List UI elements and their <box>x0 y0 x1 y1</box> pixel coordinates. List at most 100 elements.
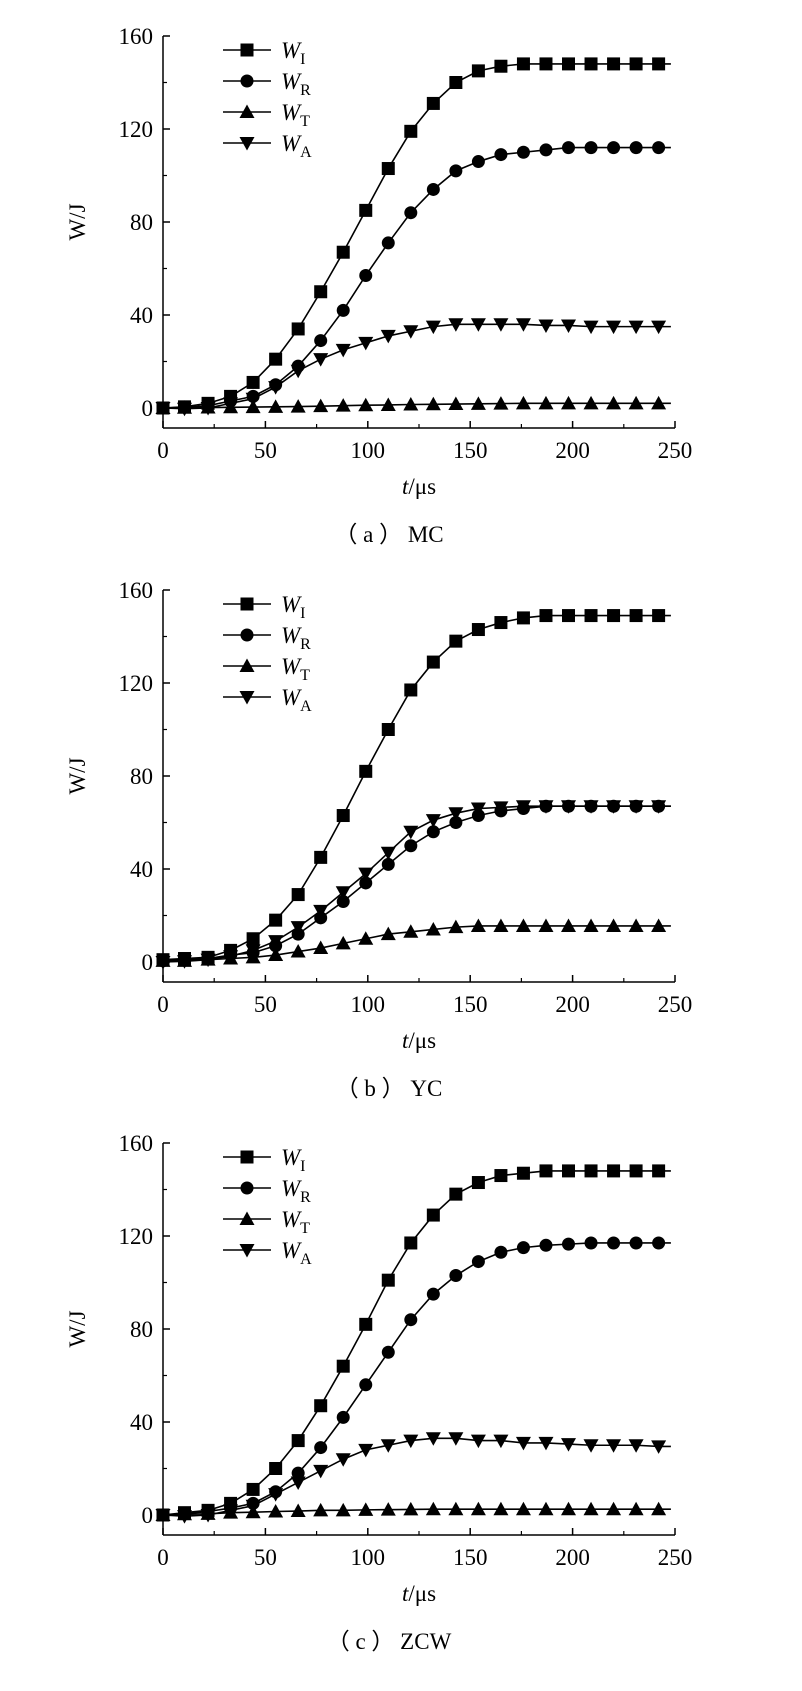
data-point <box>290 364 306 379</box>
y-tick-label: 160 <box>119 1131 154 1156</box>
chart-panel-2: 0 50 100 150 200 250 0 40 80 120 160 W/J t/μs （ b ） Y… <box>65 578 692 1101</box>
x-tick-label: 50 <box>254 438 277 463</box>
legend-label-subscript: A <box>300 1251 312 1268</box>
data-point <box>291 888 305 902</box>
legend-entry: WI <box>223 592 306 622</box>
y-tick-label: 160 <box>119 24 154 49</box>
data-point <box>449 76 463 89</box>
data-point <box>268 399 284 413</box>
data-point <box>448 919 464 934</box>
data-point <box>336 895 350 909</box>
data-point <box>403 924 419 938</box>
chart-panel-3: 0 50 100 150 200 250 0 40 80 120 160 W/J t/μs （ c ） Z… <box>65 1131 692 1654</box>
data-point <box>561 395 577 410</box>
data-point <box>200 1509 216 1523</box>
legend-entry: WA <box>223 1238 312 1268</box>
data-point <box>425 320 441 335</box>
legend-marker <box>239 658 255 672</box>
data-point <box>404 124 418 138</box>
data-point <box>562 609 576 623</box>
legend-entry: WA <box>223 685 312 715</box>
data-point <box>268 947 284 962</box>
data-point <box>515 800 531 814</box>
legend-marker <box>239 691 255 705</box>
legend-label: WT <box>281 654 310 684</box>
data-point <box>471 64 485 78</box>
data-point <box>538 1436 554 1451</box>
data-point <box>223 950 239 964</box>
x-axis-label-unit: /μs <box>408 474 436 499</box>
data-point <box>539 1164 553 1178</box>
data-point <box>448 807 464 821</box>
data-point <box>651 395 667 410</box>
data-point <box>380 1502 396 1516</box>
legend-entry: WT <box>223 654 310 684</box>
data-point <box>607 141 621 155</box>
legend-label-subscript: R <box>300 82 311 99</box>
data-point <box>403 325 419 339</box>
data-point <box>561 1501 577 1516</box>
data-point <box>448 318 464 332</box>
data-point <box>583 800 599 814</box>
data-point <box>404 206 418 220</box>
x-tick-label: 0 <box>157 992 169 1017</box>
data-point <box>403 1434 419 1449</box>
data-point <box>562 57 576 71</box>
data-point <box>380 926 396 941</box>
data-point <box>539 143 553 157</box>
data-point <box>538 918 554 932</box>
data-point <box>335 886 351 900</box>
data-point <box>561 800 577 814</box>
data-point <box>245 392 261 407</box>
legend-label: WR <box>281 623 311 653</box>
data-point <box>313 904 329 919</box>
data-point <box>562 1164 576 1178</box>
data-point <box>448 1432 464 1446</box>
data-point <box>584 57 598 71</box>
data-point <box>538 1501 554 1516</box>
data-point <box>494 59 508 73</box>
data-point <box>291 322 305 336</box>
data-point <box>561 918 577 932</box>
data-point <box>358 867 374 882</box>
data-point <box>606 320 622 335</box>
data-point <box>426 1287 440 1301</box>
y-axis-label: W/J <box>65 757 90 794</box>
x-axis-label: t/μs <box>402 474 436 499</box>
data-point <box>494 616 508 630</box>
data-point <box>336 1359 350 1373</box>
data-point <box>358 1443 374 1458</box>
data-point <box>269 352 283 366</box>
data-point <box>629 1164 643 1178</box>
x-tick-label: 200 <box>555 438 590 463</box>
x-tick-label: 50 <box>254 1545 277 1570</box>
y-tick-label: 120 <box>119 671 154 696</box>
legend-label: WA <box>281 131 312 161</box>
data-point <box>494 1245 508 1259</box>
legend-label: WA <box>281 1238 312 1268</box>
data-point <box>425 1432 441 1446</box>
data-point <box>449 164 463 178</box>
data-point <box>652 1164 666 1178</box>
data-point <box>449 1187 463 1201</box>
x-tick-label: 100 <box>351 992 386 1017</box>
data-point <box>381 1345 395 1359</box>
data-point <box>606 800 622 814</box>
x-axis-label: t/μs <box>402 1581 436 1606</box>
data-point <box>515 1436 531 1451</box>
data-point <box>628 1439 644 1453</box>
data-point <box>403 397 419 411</box>
data-point <box>470 318 486 332</box>
data-point <box>652 141 666 155</box>
legend-label-var: W <box>281 685 302 710</box>
data-point <box>584 141 598 155</box>
data-point <box>561 319 577 333</box>
data-point <box>539 1238 553 1252</box>
legend-label-var: W <box>281 69 302 94</box>
x-tick-label: 200 <box>555 1545 590 1570</box>
data-point <box>177 955 193 969</box>
data-point <box>583 1501 599 1516</box>
series-line <box>162 63 671 409</box>
x-tick-label: 250 <box>658 992 693 1017</box>
